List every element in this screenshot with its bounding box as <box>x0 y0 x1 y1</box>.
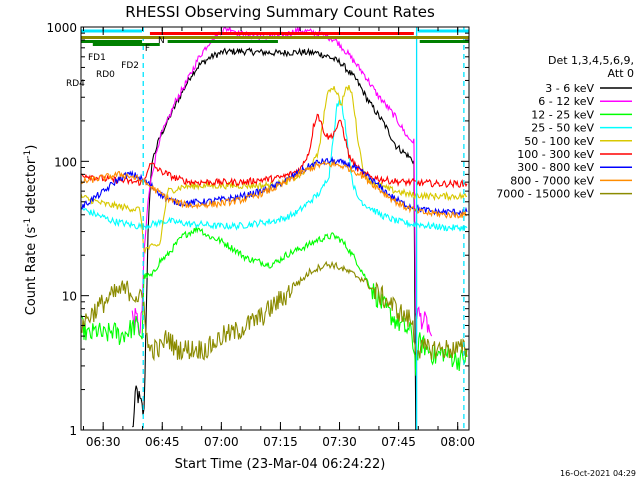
y-tick-label-0: 1 <box>69 424 77 438</box>
flag-label-1: F <box>145 44 150 54</box>
legend-label-7: 800 - 7000 keV <box>510 174 594 187</box>
x-axis-label: Start Time (23-Mar-04 06:24:22) <box>175 457 386 472</box>
legend-label-4: 50 - 100 keV <box>524 135 594 148</box>
ylabel-end: ) <box>24 145 39 150</box>
x-tick-label-5: 07:45 <box>381 435 416 449</box>
legend-header-detectors: Det 1,3,4,5,6,9, <box>548 54 634 67</box>
legend-label-0: 3 - 6 keV <box>545 82 594 95</box>
y-tick-label-3: 1000 <box>46 21 77 35</box>
x-tick-label-6: 08:00 <box>440 435 475 449</box>
chart-title: RHESSI Observing Summary Count Rates <box>125 3 435 21</box>
y-axis-label: Count Rate (s-1 detector-1) <box>23 145 39 316</box>
legend-label-1: 6 - 12 keV <box>538 95 594 108</box>
legend-label-3: 25 - 50 keV <box>531 122 594 135</box>
x-tick-label-3: 07:15 <box>263 435 298 449</box>
y-tick-label-2: 100 <box>54 155 77 169</box>
plot-area <box>81 27 469 430</box>
plot-frame <box>80 26 470 431</box>
ylabel-main: Count Rate (s <box>24 227 39 316</box>
x-tick-label-0: 06:30 <box>86 435 121 449</box>
legend-label-8: 7000 - 15000 keV <box>496 188 594 201</box>
axes: NF FD1 FD2 RD0 RD4 1 10 100 1000 06:30 06:45 07:00 0… <box>46 21 475 449</box>
series-line-7 <box>81 159 468 219</box>
flag-label-5: RD4 <box>66 79 85 89</box>
series-line-3 <box>81 99 468 232</box>
legend-label-5: 100 - 300 keV <box>517 148 594 161</box>
legend-label-2: 12 - 25 keV <box>531 108 594 121</box>
ylabel-mid: detector <box>24 158 39 218</box>
svg-text:Count Rate (s-1 detector-1): Count Rate (s-1 detector-1) <box>23 145 39 316</box>
series-line-1 <box>131 27 433 337</box>
ylabel-sup1: -1 <box>23 218 33 227</box>
series-line-2 <box>81 226 468 376</box>
x-tick-label-1: 06:45 <box>145 435 180 449</box>
legend-header-attenuator: Att 0 <box>608 67 634 80</box>
series-line-8 <box>81 260 468 362</box>
flag-label-3: FD2 <box>121 61 139 71</box>
y-tick-label-1: 10 <box>62 290 77 304</box>
series-line-5 <box>81 113 468 189</box>
legend-label-6: 300 - 800 keV <box>517 161 594 174</box>
x-tick-label-2: 07:00 <box>204 435 239 449</box>
flag-label-4: RD0 <box>96 70 115 80</box>
x-tick-label-4: 07:30 <box>322 435 357 449</box>
series-line-4 <box>81 84 468 254</box>
footer-date: 16-Oct-2021 04:29 <box>560 469 636 478</box>
series-line-0 <box>132 47 417 430</box>
ylabel-sup2: -1 <box>23 150 33 159</box>
flag-label-0: N <box>158 36 165 46</box>
flag-label-2: FD1 <box>88 53 106 63</box>
